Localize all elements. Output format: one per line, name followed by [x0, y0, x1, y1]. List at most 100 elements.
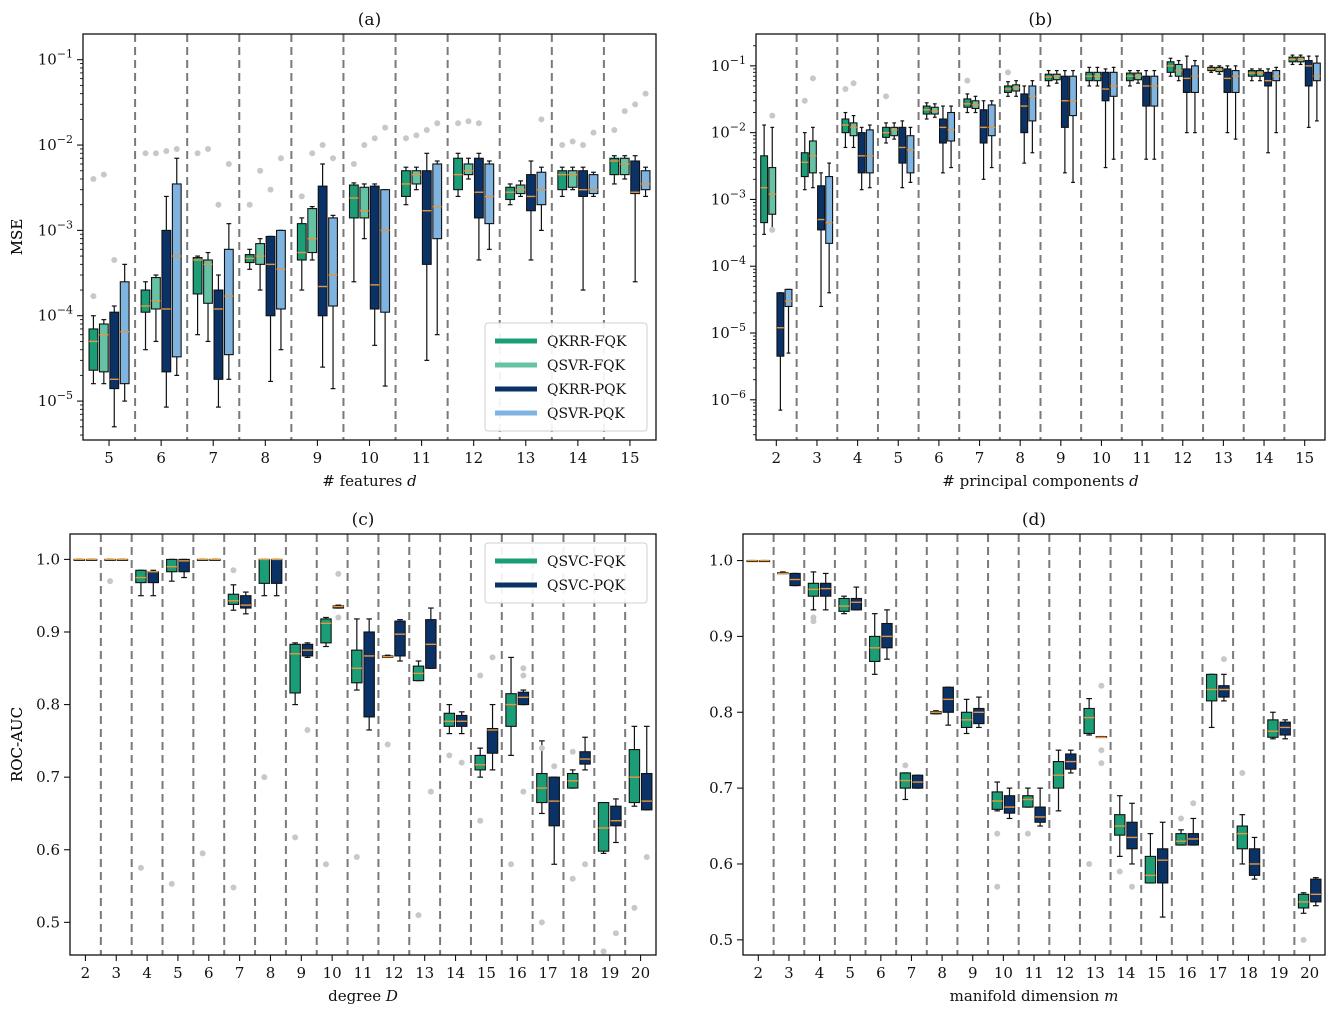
x-tick-label: 11 — [1024, 964, 1043, 982]
series-qsvc-fqk — [746, 559, 1310, 943]
y-tick-label: 0.5 — [709, 931, 733, 949]
panel-c: 0.5 0.6 0.7 0.8 0.9 1.0 2 3 4 5 6 7 8 9 10 11 12 13 14 15 16… — [8, 510, 657, 1005]
box — [255, 243, 266, 265]
outlier-point — [100, 171, 107, 178]
outlier-point — [168, 880, 175, 887]
box — [463, 163, 474, 176]
box — [1142, 75, 1151, 107]
box — [588, 174, 599, 195]
tick-exponent: −2 — [57, 133, 73, 146]
outlier-point — [434, 120, 441, 127]
box — [1304, 60, 1313, 87]
box — [348, 184, 359, 219]
tick-exponent: −5 — [57, 389, 73, 402]
box — [88, 328, 99, 371]
y-tick-label: 10−3 — [38, 218, 73, 239]
x-tick-label: 9 — [968, 964, 978, 982]
tick-exponent: −3 — [730, 187, 746, 200]
box — [1144, 855, 1157, 884]
outlier-point — [152, 150, 159, 157]
x-tick-label: 7 — [208, 449, 218, 467]
box — [1150, 75, 1159, 107]
x-tick-label: 2 — [81, 964, 91, 982]
outlier-point — [809, 75, 816, 82]
box — [768, 167, 777, 215]
box — [838, 597, 850, 612]
outlier-point — [330, 155, 337, 162]
tick-base: 10 — [38, 51, 57, 69]
outlier-point — [194, 150, 201, 157]
box — [394, 620, 406, 657]
x-tick-label: 10 — [1092, 449, 1111, 467]
outlier-point — [319, 142, 326, 149]
x-tick-label: 12 — [1173, 449, 1192, 467]
legend-label: QKRR-PQK — [547, 382, 627, 398]
box — [161, 229, 172, 373]
x-tick-label: 16 — [508, 964, 527, 982]
outlier-point — [538, 745, 545, 752]
box — [1312, 62, 1321, 82]
box — [760, 155, 769, 224]
x-tick-label: 10 — [360, 449, 379, 467]
outlier-point — [142, 150, 149, 157]
series-qkrr-pqk — [776, 55, 1313, 411]
legend: QSVC-FQK QSVC-PQK — [484, 542, 648, 604]
outlier-point — [384, 741, 391, 748]
x-tick-label: 19 — [1270, 964, 1289, 982]
box — [296, 223, 307, 261]
legend-box — [484, 542, 648, 604]
axis-label-text: # principal components — [942, 472, 1129, 490]
y-tick-label: 0.7 — [709, 779, 733, 797]
outlier-point — [1178, 815, 1185, 822]
x-tick-label: 8 — [261, 449, 271, 467]
tick-base: 10 — [38, 307, 57, 325]
tick-exponent: −1 — [57, 48, 73, 61]
box — [784, 288, 793, 307]
outlier-point — [964, 77, 971, 84]
box — [1069, 75, 1077, 117]
outlier-point — [489, 654, 496, 661]
outlier-point — [632, 101, 639, 108]
box — [890, 126, 899, 137]
box — [223, 248, 234, 356]
outlier-point — [267, 186, 274, 193]
box — [536, 171, 547, 206]
outlier-point — [382, 124, 389, 131]
x-tick-label: 20 — [1300, 964, 1319, 982]
outlier-point — [994, 883, 1001, 890]
box — [1267, 719, 1279, 738]
x-tick-label: 13 — [516, 449, 535, 467]
outlier-point — [335, 570, 342, 577]
y-tick-label: 10−1 — [38, 48, 73, 69]
outlier-point — [902, 762, 909, 769]
y-axis-label: MSE — [8, 219, 26, 256]
outlier-point — [590, 129, 597, 136]
box — [369, 185, 380, 310]
axis-label-symbol: d — [1129, 472, 1139, 490]
box — [820, 582, 832, 597]
outlier-point — [361, 142, 368, 149]
tick-base: 10 — [38, 392, 57, 410]
x-tick-label: 4 — [815, 964, 825, 982]
outlier-point — [322, 861, 329, 868]
outlier-point — [163, 148, 170, 155]
x-tick-label: 8 — [937, 964, 947, 982]
box — [147, 571, 160, 584]
x-tick-label: 4 — [142, 964, 152, 982]
box — [178, 558, 190, 573]
x-tick-label: 6 — [156, 449, 166, 467]
x-tick-label: 15 — [1295, 449, 1314, 467]
y-tick-label: 0.9 — [36, 623, 60, 641]
outlier-point — [1220, 656, 1227, 663]
x-tick-label: 8 — [266, 964, 276, 982]
box — [979, 109, 988, 144]
outlier-point — [292, 834, 299, 841]
tick-base: 10 — [38, 221, 57, 239]
outlier-point — [621, 108, 628, 115]
box — [517, 691, 530, 706]
outlier-point — [994, 830, 1001, 837]
outlier-point — [850, 80, 857, 87]
outlier-point — [643, 854, 650, 861]
box — [473, 157, 484, 219]
y-tick-label: 10−2 — [711, 121, 746, 142]
